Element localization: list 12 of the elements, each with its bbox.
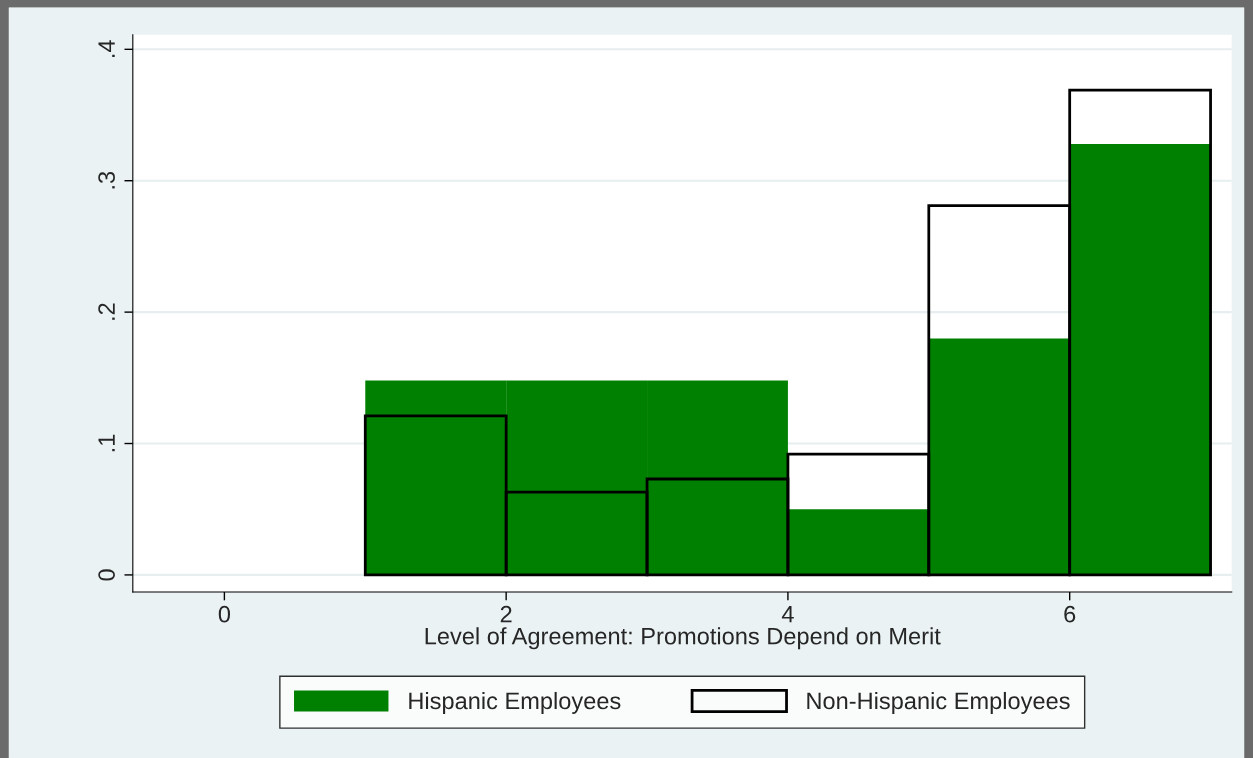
x-axis-title: Level of Agreement: Promotions Depend on Merit	[425, 627, 941, 650]
y-tick-label: .3	[98, 171, 115, 189]
y-tick-label: .1	[98, 434, 115, 452]
y-tick-label: .2	[98, 303, 115, 320]
x-tick-label: 4	[781, 606, 794, 623]
x-tick-label: 2	[500, 605, 512, 623]
y-tick-label: .4	[98, 40, 115, 58]
x-tick-label: 0	[218, 605, 231, 623]
x-tick-label: 6	[1064, 605, 1076, 623]
legend-label: Hispanic Employees	[409, 691, 621, 714]
legend-label: Non-Hispanic Employees	[807, 691, 1070, 714]
y-tick-label: 0	[98, 569, 115, 581]
